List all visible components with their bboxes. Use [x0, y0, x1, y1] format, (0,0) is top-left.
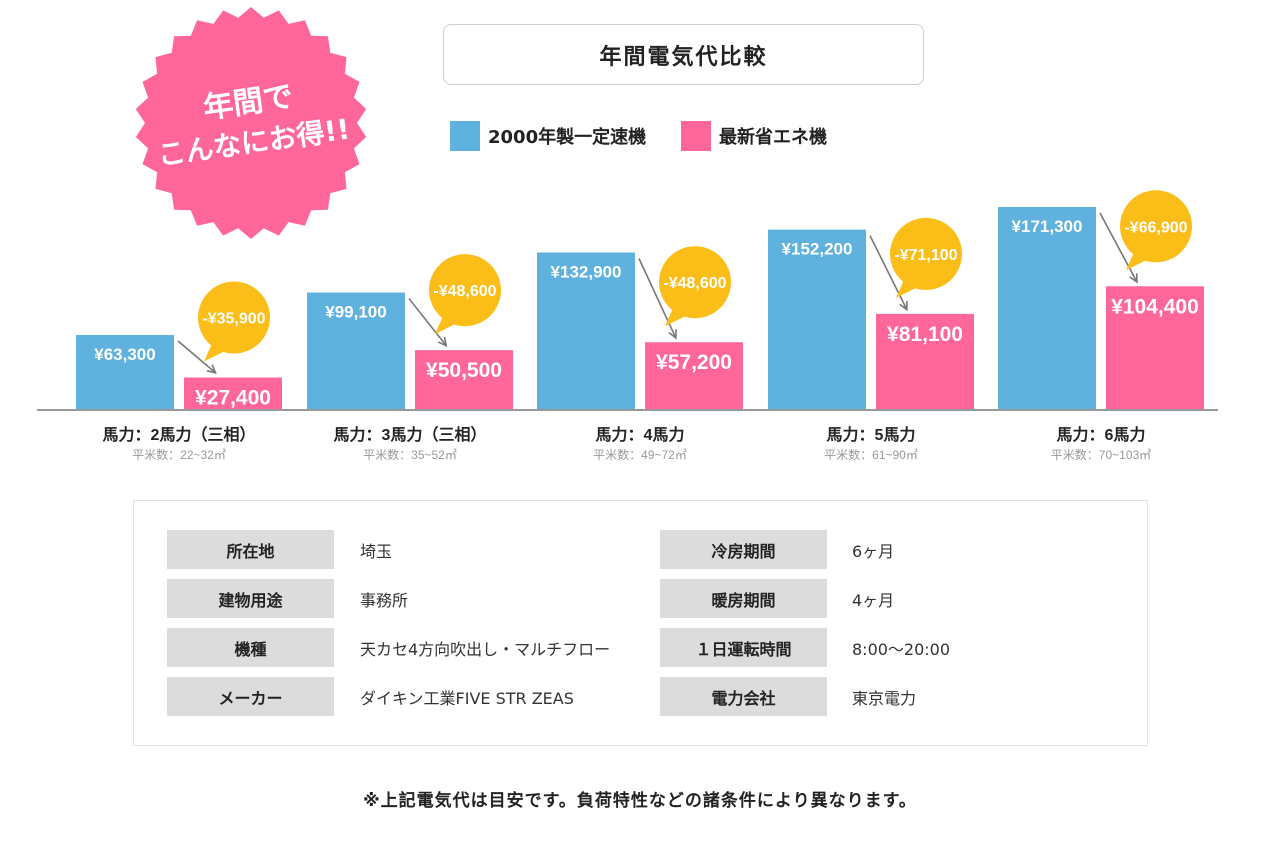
info-value-cooling-period: 6ヶ月 — [852, 541, 895, 561]
info-key-location: 所在地 — [167, 530, 334, 569]
savings-label-3: -¥48,600 — [663, 275, 726, 292]
bar-new-1 — [184, 377, 282, 410]
legend-label-new: 最新省エネ機 — [719, 127, 827, 148]
savings-bubble-1 — [198, 281, 270, 354]
bar-old-4 — [768, 229, 866, 410]
info-panel: 所在地 埼玉 建物用途 事務所 機種 天カセ4方向吹出し・マルチフロー メーカー… — [133, 500, 1148, 746]
category-label-2: 馬力：3馬力（三相） — [334, 425, 487, 444]
info-value-heating-period: 4ヶ月 — [852, 590, 895, 610]
data-label-new-5: ¥104,400 — [1111, 295, 1199, 318]
bar-old-5 — [998, 207, 1096, 410]
legend-swatch-old — [450, 121, 480, 151]
savings-bubble-5 — [1120, 190, 1192, 263]
category-sublabel-2: 平米数：35~52㎡ — [363, 447, 457, 462]
bar-old-1 — [76, 334, 174, 410]
savings-arrow-5 — [1099, 212, 1136, 280]
savings-label-5: -¥66,900 — [1124, 219, 1187, 236]
category-sublabel-3: 平米数：49~72㎡ — [593, 447, 687, 462]
chart-title-box: 年間電気代比較 — [443, 24, 924, 85]
category-label-1: 馬力：2馬力（三相） — [103, 425, 256, 444]
info-key-building-use: 建物用途 — [167, 579, 334, 618]
data-label-old-2: ¥99,100 — [325, 303, 386, 322]
legend-item-new: 最新省エネ機 — [681, 121, 827, 151]
bar-new-5 — [1106, 286, 1204, 410]
bar-new-4 — [876, 313, 974, 410]
data-label-old-4: ¥152,200 — [782, 240, 853, 259]
info-key-model: 機種 — [167, 628, 334, 667]
category-label-5: 馬力：6馬力 — [1057, 425, 1146, 444]
legend-item-old: 2000年製一定速機 — [450, 121, 646, 151]
category-sublabel-1: 平米数：22~32㎡ — [132, 447, 226, 462]
category-sublabel-5: 平米数：70~103㎡ — [1051, 447, 1151, 462]
data-label-new-2: ¥50,500 — [426, 359, 502, 382]
bar-old-2 — [307, 292, 405, 410]
legend-swatch-new — [681, 121, 711, 151]
data-label-new-4: ¥81,100 — [887, 323, 963, 346]
bar-old-3 — [537, 252, 635, 410]
category-label-3: 馬力：4馬力 — [596, 425, 685, 444]
bar-new-2 — [415, 350, 513, 410]
info-key-daily-hours: １日運転時間 — [660, 628, 827, 667]
info-value-daily-hours: 8:00〜20:00 — [852, 639, 951, 659]
info-value-power-company: 東京電力 — [852, 688, 917, 708]
info-key-heating-period: 暖房期間 — [660, 579, 827, 618]
bar-new-3 — [645, 342, 743, 410]
savings-bubble-4 — [890, 217, 962, 290]
data-label-old-3: ¥132,900 — [551, 263, 622, 282]
savings-bubble-2 — [429, 254, 501, 327]
info-key-cooling-period: 冷房期間 — [660, 530, 827, 569]
savings-bubble-3 — [659, 246, 731, 319]
info-value-maker: ダイキン工業FIVE STR ZEAS — [360, 688, 574, 708]
savings-badge: 年間で こんなにお得!! — [135, 7, 367, 239]
info-value-building-use: 事務所 — [360, 590, 409, 610]
category-sublabel-4: 平米数：61~90㎡ — [824, 447, 918, 462]
data-label-new-3: ¥57,200 — [656, 351, 732, 374]
savings-label-4: -¥71,100 — [894, 247, 957, 264]
info-key-power-company: 電力会社 — [660, 677, 827, 716]
data-label-old-5: ¥171,300 — [1012, 217, 1083, 236]
category-label-4: 馬力：5馬力 — [827, 425, 916, 444]
info-key-maker: メーカー — [167, 677, 334, 716]
info-value-location: 埼玉 — [360, 541, 393, 561]
savings-arrow-1 — [177, 340, 214, 372]
data-label-new-1: ¥27,400 — [195, 387, 271, 410]
data-label-old-1: ¥63,300 — [94, 345, 155, 364]
bar-chart: ¥63,300 ¥27,400 -¥35,900 馬力：2馬力（三相） 平米数：22~3… — [37, 190, 1218, 462]
savings-label-1: -¥35,900 — [202, 311, 265, 328]
savings-arrow-2 — [408, 298, 445, 345]
info-value-model: 天カセ4方向吹出し・マルチフロー — [360, 639, 611, 659]
footnote: ※上記電気代は目安です。負荷特性などの諸条件により異なります。 — [363, 791, 917, 811]
legend-label-old: 2000年製一定速機 — [488, 127, 647, 148]
badge-scalloped-shape — [135, 7, 367, 239]
savings-label-2: -¥48,600 — [433, 283, 496, 300]
chart-title: 年間電気代比較 — [599, 44, 768, 70]
